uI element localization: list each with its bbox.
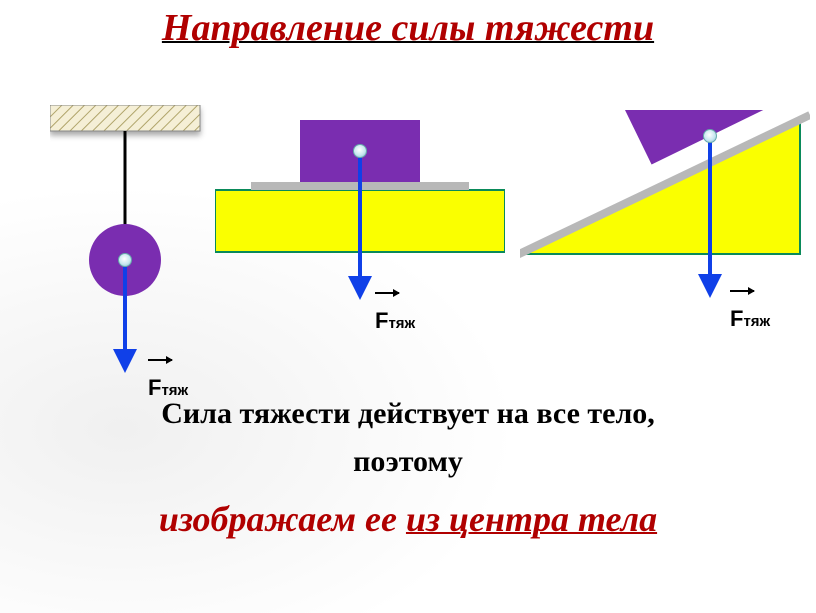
force-label-2: Fтяж	[375, 308, 415, 334]
force-symbol: F	[148, 375, 161, 400]
table-center-dot	[353, 144, 367, 158]
table-diagram	[215, 120, 505, 380]
force-symbol: F	[375, 308, 388, 333]
force-label-3: Fтяж	[730, 306, 770, 332]
force-vector-mark-2	[375, 292, 399, 294]
title-text: Направление силы тяжести	[162, 7, 654, 49]
force-label-1: Fтяж	[148, 375, 188, 401]
body-line1: Сила тяжести действует на все тело,	[161, 397, 655, 430]
incline-center-dot	[703, 129, 717, 143]
footer-emph: из центра тела	[406, 499, 657, 539]
force-symbol: F	[730, 306, 743, 331]
force-subscript: тяж	[743, 313, 770, 330]
page-title: Направление силы тяжести	[0, 0, 816, 50]
force-subscript: тяж	[161, 382, 188, 399]
diagrams-area: Fтяж Fтяж Fтяж	[0, 50, 816, 380]
incline-diagram	[520, 110, 810, 380]
footer-text: изображаем ее из центра тела	[0, 498, 816, 540]
force-subscript: тяж	[388, 315, 415, 332]
force-vector-mark-3	[730, 290, 754, 292]
pendulum-center-dot	[118, 253, 132, 267]
force-vector-mark-1	[148, 359, 172, 361]
body-line2: поэтому	[353, 445, 463, 478]
footer-prefix: изображаем ее	[159, 499, 406, 539]
